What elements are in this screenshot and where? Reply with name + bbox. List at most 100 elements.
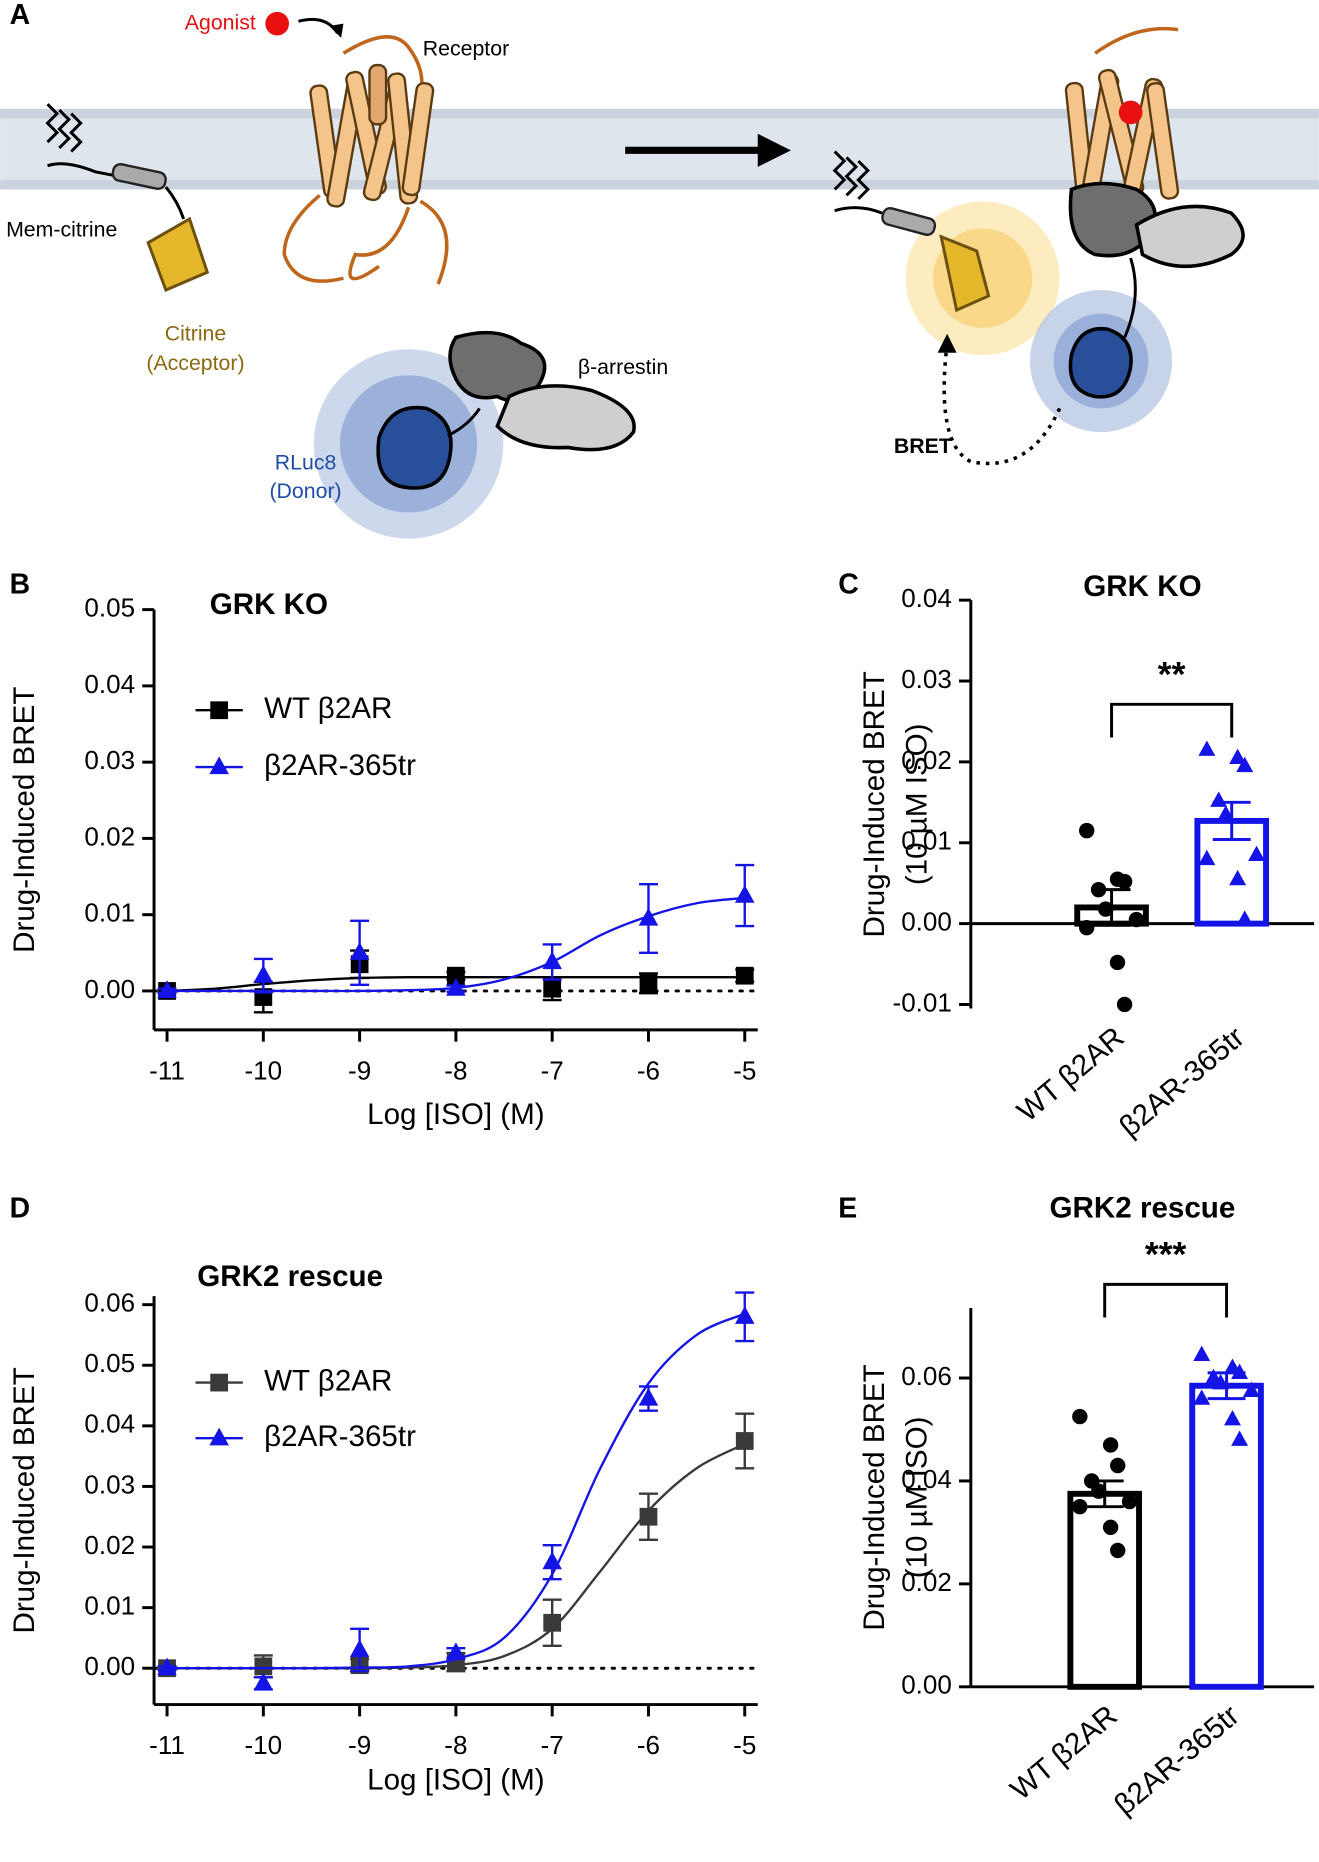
- x-tick-label: -10: [245, 1730, 283, 1760]
- chart-title: GRK2 rescue: [1050, 1192, 1236, 1225]
- data-point: [1231, 1430, 1249, 1446]
- y-tick-label: 0.04: [84, 669, 135, 699]
- data-point: [1121, 1493, 1138, 1510]
- chart-title: GRK KO: [210, 588, 328, 621]
- data-point: [542, 951, 562, 970]
- x-tick-label: WT β2AR: [1011, 1021, 1130, 1129]
- legend-marker: [209, 756, 229, 775]
- data-point: [1072, 1498, 1088, 1515]
- data-point: [1229, 748, 1247, 764]
- legend-label: WT β2AR: [264, 1364, 392, 1397]
- x-tick-label: -9: [348, 1730, 371, 1760]
- citrine: [939, 234, 991, 313]
- agonist-bound: [1118, 100, 1143, 125]
- data-point: [1072, 1408, 1088, 1425]
- data-point: [639, 1507, 658, 1526]
- data-point: [446, 978, 466, 996]
- arrowhead: [937, 333, 957, 353]
- x-tick-label: β2AR-365tr: [1113, 1021, 1251, 1144]
- arrestin-c: [1134, 204, 1245, 269]
- panel-label: D: [10, 1192, 31, 1224]
- data-point: [1091, 1483, 1107, 1499]
- y-tick-label: 0.00: [84, 974, 135, 1004]
- data-point: [638, 907, 659, 926]
- data-point: [1079, 822, 1095, 839]
- y-tick-label: 0.03: [901, 664, 952, 694]
- y-tick-label: 0.00: [84, 1651, 135, 1681]
- arrowhead: [757, 133, 791, 167]
- y-tick-label: 0.04: [901, 583, 952, 613]
- x-tick-label: WT β2AR: [1004, 1699, 1123, 1807]
- data-point: [1242, 1381, 1260, 1398]
- data-point: [735, 966, 754, 985]
- data-point: [1236, 910, 1254, 926]
- y-tick-label: 0.01: [84, 1590, 135, 1620]
- bar: [1189, 1382, 1264, 1690]
- x-tick-label: -11: [149, 1730, 185, 1760]
- receptor: [282, 35, 449, 285]
- fit-curve: [167, 1442, 746, 1670]
- bret-arrow: [942, 343, 1062, 466]
- data-point: [1110, 1457, 1126, 1474]
- y-tick-label: 0.02: [901, 1567, 952, 1597]
- data-point: [1110, 1542, 1126, 1559]
- data-point: [1193, 1345, 1211, 1362]
- panel-label: A: [10, 0, 31, 31]
- rluc8: [1068, 326, 1133, 399]
- linker: [47, 162, 113, 177]
- y-tick-label: 0.01: [901, 826, 952, 856]
- data-point: [638, 1387, 659, 1406]
- arrestin-c: [495, 384, 636, 452]
- citrine-label: Citrine: [165, 322, 227, 346]
- significance-label: **: [1158, 654, 1186, 694]
- data-point: [446, 1642, 466, 1661]
- linker-helix: [881, 207, 937, 236]
- citrine: [146, 216, 210, 292]
- data-point: [1248, 845, 1266, 862]
- x-tick-label: -6: [637, 1055, 660, 1085]
- data-point: [1198, 740, 1216, 756]
- data-point: [734, 884, 755, 903]
- y-tick-label: 0.02: [84, 1530, 135, 1560]
- data-point: [447, 966, 465, 985]
- significance-label: ***: [1145, 1234, 1187, 1274]
- data-point: [253, 1672, 274, 1691]
- data-point: [1102, 1519, 1119, 1535]
- data-point: [1090, 881, 1107, 898]
- y-tick-label: 0.04: [84, 1409, 135, 1439]
- data-point: [542, 1551, 562, 1570]
- data-point: [1212, 1373, 1230, 1390]
- data-point: [157, 1657, 177, 1676]
- x-tick-label: -7: [541, 1730, 564, 1760]
- data-point: [157, 980, 177, 999]
- legend-label: WT β2AR: [264, 692, 392, 725]
- receptor-active: [1064, 26, 1180, 205]
- data-point: [1224, 1409, 1241, 1426]
- data-point: [543, 979, 562, 998]
- panel-label: E: [838, 1192, 857, 1224]
- agonist: [265, 11, 289, 36]
- data-point: [1231, 1363, 1249, 1380]
- data-point: [639, 974, 658, 993]
- y-tick-label: 0.03: [84, 745, 135, 775]
- data-point: [1116, 873, 1133, 890]
- legend-marker: [209, 1427, 229, 1446]
- data-point: [1229, 869, 1247, 886]
- rluc8-label: RLuc8: [275, 451, 337, 475]
- x-tick-label: -11: [149, 1055, 185, 1085]
- y-axis-label: (10 µM ISO): [901, 724, 934, 886]
- data-point: [735, 1432, 754, 1450]
- diagram: Agonist Receptor Mem-citrine Citrine (Ac…: [0, 10, 1319, 539]
- membrane-edge: [0, 179, 1319, 190]
- arrowhead: [329, 23, 344, 38]
- y-tick-label: -0.01: [893, 987, 952, 1017]
- fit-curve: [167, 1312, 746, 1670]
- x-axis-label: Log [ISO] (M): [367, 1098, 545, 1131]
- x-tick-label: -10: [245, 1055, 283, 1085]
- lipid: [832, 150, 870, 200]
- linker: [164, 186, 186, 220]
- legend-marker: [210, 701, 229, 720]
- y-tick-label: 0.02: [84, 821, 135, 851]
